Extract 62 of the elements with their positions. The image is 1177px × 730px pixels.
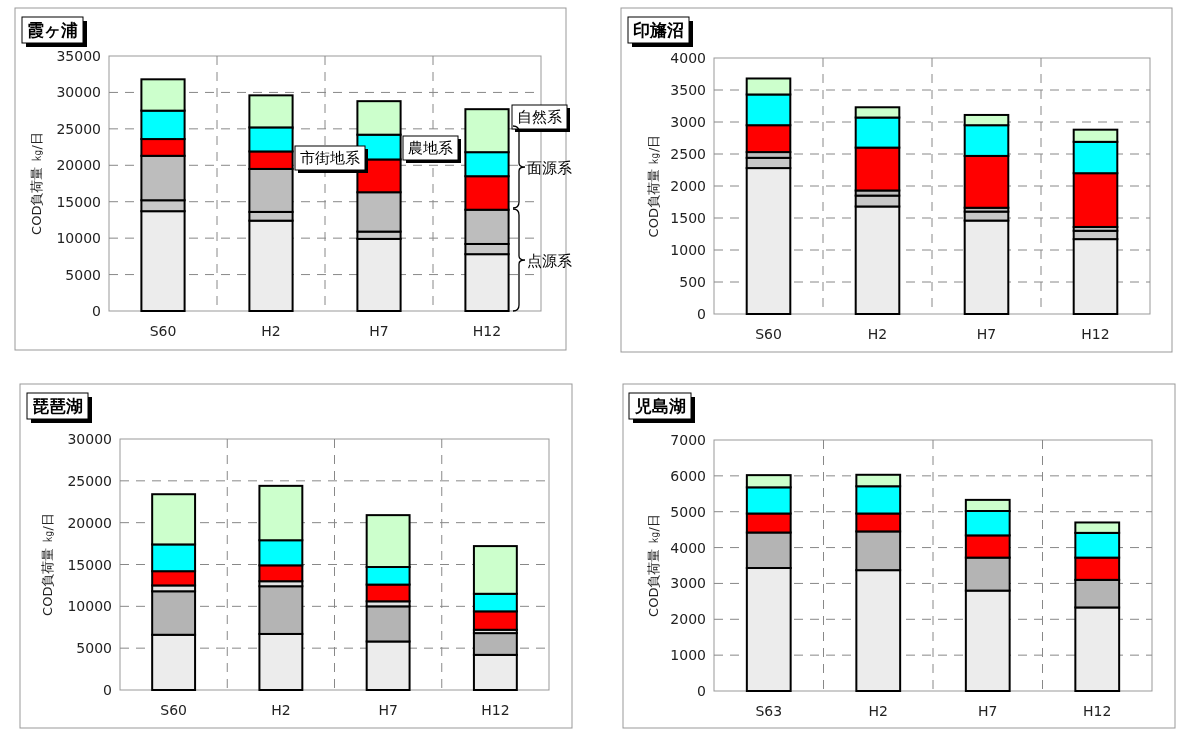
y-tick-label: 3500 (670, 82, 706, 98)
y-tick-label: 500 (679, 274, 706, 290)
chart-title: 霞ヶ浦 (27, 20, 78, 40)
x-tick-label: H12 (1083, 703, 1112, 719)
x-tick-label: H12 (1081, 326, 1110, 342)
chart-title: 琵琶湖 (32, 396, 83, 416)
x-tick-label: H2 (261, 323, 281, 339)
annotation: 自然系 (517, 108, 562, 126)
y-tick-label: 10000 (56, 230, 101, 247)
y-tick-label: 15000 (56, 193, 101, 210)
y-tick-label: 20000 (56, 157, 101, 174)
y-tick-label: 0 (697, 306, 706, 322)
y-tick-label: 35000 (56, 48, 101, 64)
y-tick-label: 0 (103, 682, 112, 698)
annotation: 面源系 (527, 159, 572, 177)
y-tick-label: 7000 (670, 432, 706, 448)
bar (356, 237, 402, 312)
y-tick-label: 5000 (670, 503, 706, 520)
x-tick-label: H7 (369, 323, 389, 339)
x-tick-label: H7 (378, 702, 398, 718)
y-tick-label: 0 (92, 303, 101, 319)
y-tick-label: 30000 (67, 431, 112, 447)
x-tick-label: S60 (149, 323, 177, 339)
y-tick-label: 0 (697, 683, 706, 699)
y-tick-label: 2500 (670, 146, 706, 162)
y-tick-label: 5000 (65, 266, 101, 283)
x-tick-label: H2 (867, 326, 888, 342)
y-tick-label: 3000 (670, 114, 706, 130)
y-tick-label: 2000 (670, 611, 706, 628)
chart-title: 児島湖 (634, 396, 686, 416)
x-tick-label: H7 (976, 326, 997, 342)
chart-title: 印旛沼 (633, 20, 684, 40)
x-tick-label: S60 (755, 326, 782, 342)
y-tick-label: 6000 (670, 467, 706, 484)
annotation: 市街地系 (300, 149, 360, 167)
y-tick-label: 4000 (670, 539, 706, 556)
y-tick-label: 30000 (56, 84, 101, 101)
y-tick-label: 10000 (67, 598, 112, 615)
x-tick-label: H7 (978, 703, 998, 719)
y-tick-label: 15000 (67, 556, 112, 573)
y-axis-title: COD負荷量 ㎏/日 (40, 513, 55, 616)
x-tick-label: H12 (481, 702, 510, 718)
x-tick-label: H12 (472, 323, 502, 339)
x-tick-label: H2 (868, 703, 888, 719)
x-tick-label: S63 (755, 703, 783, 719)
y-tick-label: 1500 (670, 210, 706, 226)
y-tick-label: 20000 (67, 514, 112, 531)
y-tick-label: 4000 (670, 50, 706, 66)
annotation: 点源系 (527, 252, 572, 270)
annotation: 農地系 (408, 139, 453, 157)
y-tick-label: 1000 (670, 647, 706, 664)
y-axis-title: COD負荷量 ㎏/日 (646, 514, 661, 617)
y-tick-label: 2000 (670, 178, 706, 194)
x-tick-label: H2 (271, 702, 291, 718)
x-tick-label: S60 (160, 702, 187, 718)
y-tick-label: 5000 (76, 640, 112, 657)
y-axis-title: COD負荷量 ㎏/日 (646, 134, 661, 238)
y-tick-label: 3000 (670, 575, 706, 592)
y-tick-label: 25000 (67, 472, 112, 489)
y-tick-label: 25000 (56, 120, 101, 137)
y-tick-label: 1000 (670, 242, 706, 258)
y-axis-title: COD負荷量 ㎏/日 (29, 132, 44, 235)
